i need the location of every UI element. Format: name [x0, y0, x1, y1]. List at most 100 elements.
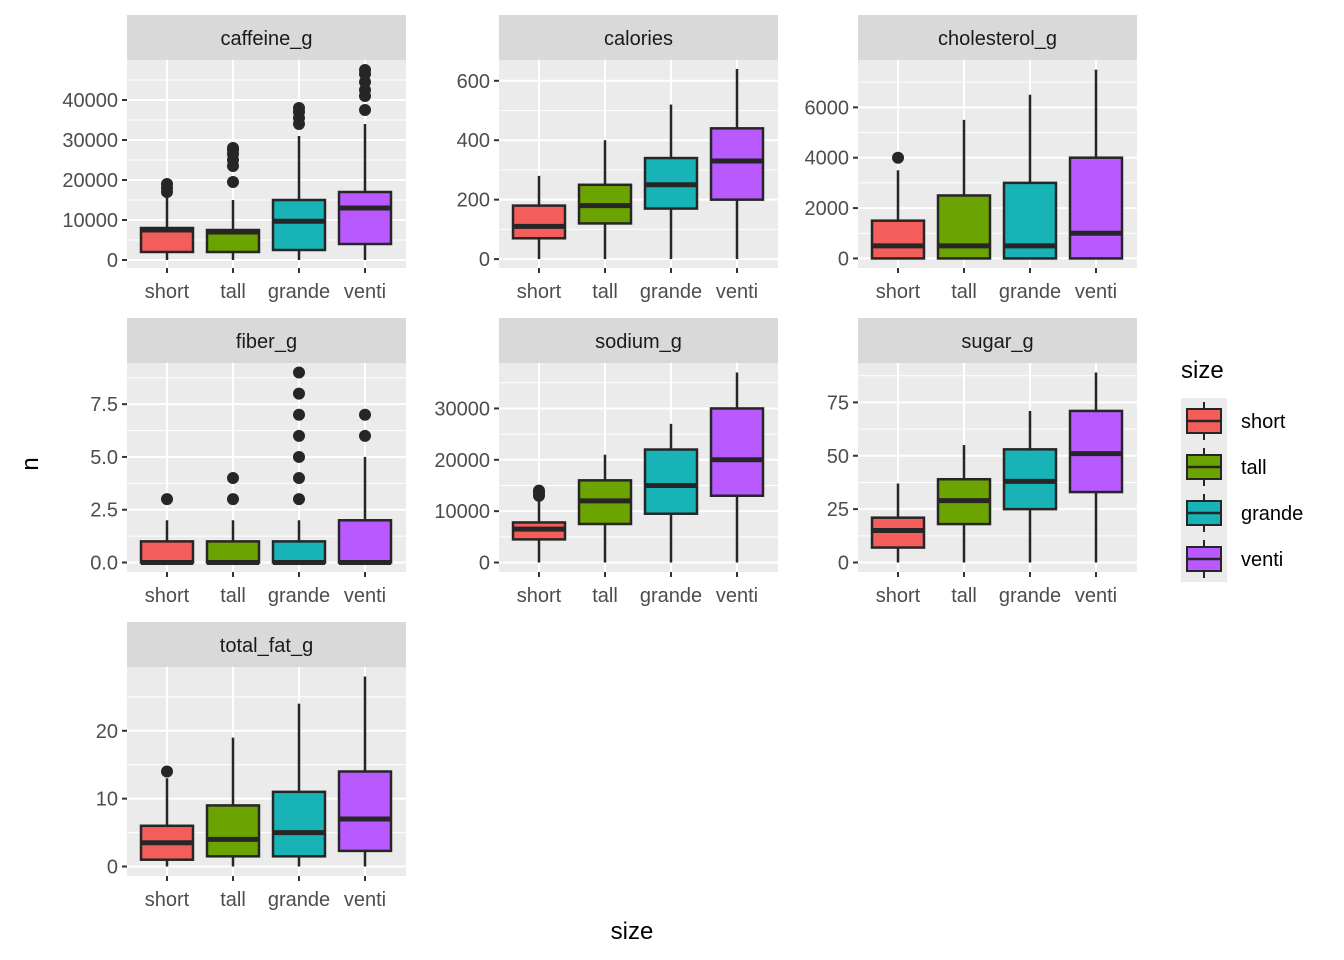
outlier-point: [293, 450, 305, 463]
facet-panel-calories: 0 200 400 600 calories short tall grande venti: [457, 15, 778, 303]
box-venti: [337, 676, 393, 867]
legend-key-grande: grande: [1186, 494, 1303, 532]
facet-strip: [858, 318, 1137, 363]
box-venti: [337, 64, 393, 260]
box-venti: [709, 372, 765, 563]
x-tick-label: short: [876, 585, 921, 607]
y-tick-label: 75: [827, 392, 849, 414]
box-body: [271, 540, 327, 564]
box-grande: [643, 104, 699, 260]
x-tick-label: venti: [716, 585, 758, 607]
y-tick-label: 20000: [434, 450, 490, 472]
box-body: [337, 519, 393, 564]
box-body: [511, 204, 567, 240]
box-grande: [1002, 410, 1058, 563]
legend-key-tall: tall: [1186, 448, 1267, 486]
y-tick-label: 7.5: [90, 394, 118, 416]
box-short: [139, 178, 195, 260]
x-axis-title: size: [611, 918, 654, 945]
box-grande: [271, 366, 327, 565]
facet-strip: [127, 15, 406, 60]
x-tick-label: tall: [951, 585, 977, 607]
box-tall: [577, 454, 633, 563]
outlier-point: [227, 493, 239, 506]
box-body: [936, 194, 992, 260]
facet-strip-label: sugar_g: [961, 331, 1033, 353]
outlier-point: [293, 408, 305, 421]
facet-strip-label: fiber_g: [236, 331, 297, 353]
box-venti: [1068, 372, 1124, 563]
box-body: [709, 127, 765, 201]
box-body: [271, 790, 327, 858]
box-short: [511, 175, 567, 260]
y-tick-label: 25: [827, 499, 849, 521]
outlier-point: [293, 429, 305, 442]
legend-label: tall: [1241, 457, 1267, 479]
y-tick-label: 0: [838, 553, 849, 575]
y-tick-label: 20: [96, 721, 118, 743]
x-tick-label: grande: [268, 281, 330, 303]
facet-strip-label: sodium_g: [595, 331, 682, 353]
box-grande: [1002, 94, 1058, 260]
box-body: [870, 219, 926, 260]
y-tick-label: 20000: [62, 170, 118, 192]
box-body: [337, 190, 393, 246]
outlier-point: [293, 493, 305, 506]
box-tall: [205, 142, 261, 260]
box-body: [205, 540, 261, 564]
facet-strip-label: cholesterol_g: [938, 28, 1057, 50]
outlier-point: [293, 102, 305, 114]
x-tick-label: grande: [640, 281, 702, 303]
outlier-point: [359, 429, 371, 442]
y-axis-title: n: [17, 457, 44, 470]
outlier-point: [161, 765, 173, 778]
x-tick-label: grande: [268, 889, 330, 911]
y-tick-label: 600: [457, 71, 490, 93]
x-tick-label: grande: [640, 585, 702, 607]
x-tick-label: short: [145, 889, 190, 911]
x-tick-label: venti: [716, 281, 758, 303]
outlier-point: [359, 64, 371, 76]
y-tick-label: 2000: [805, 198, 850, 220]
y-tick-label: 0: [479, 553, 490, 575]
box-body: [1068, 156, 1124, 260]
x-tick-label: short: [876, 281, 921, 303]
x-tick-label: venti: [344, 889, 386, 911]
legend: size short tall grande venti: [1181, 357, 1303, 582]
y-tick-label: 4000: [805, 148, 850, 170]
box-venti: [337, 408, 393, 565]
box-body: [337, 770, 393, 853]
outlier-point: [227, 142, 239, 154]
y-tick-label: 50: [827, 446, 849, 468]
x-tick-label: grande: [268, 585, 330, 607]
facet-strip: [858, 15, 1137, 60]
box-short: [139, 493, 195, 565]
box-venti: [1068, 69, 1124, 260]
box-short: [511, 484, 567, 563]
x-tick-label: tall: [951, 281, 977, 303]
x-tick-label: grande: [999, 281, 1061, 303]
x-tick-label: short: [517, 585, 562, 607]
y-tick-label: 0.0: [90, 553, 118, 575]
y-tick-label: 10: [96, 789, 118, 811]
outlier-point: [359, 104, 371, 116]
y-tick-label: 10000: [434, 501, 490, 523]
facet-strip-label: caffeine_g: [221, 28, 313, 50]
outlier-point: [227, 176, 239, 188]
x-tick-label: tall: [220, 585, 246, 607]
box-tall: [936, 119, 992, 260]
box-short: [139, 765, 195, 867]
outlier-point: [293, 366, 305, 379]
y-tick-label: 0: [838, 248, 849, 270]
x-tick-label: tall: [220, 281, 246, 303]
x-tick-label: venti: [1075, 281, 1117, 303]
legend-title: size: [1181, 357, 1224, 384]
box-body: [643, 448, 699, 515]
x-tick-label: venti: [344, 281, 386, 303]
box-tall: [205, 737, 261, 867]
